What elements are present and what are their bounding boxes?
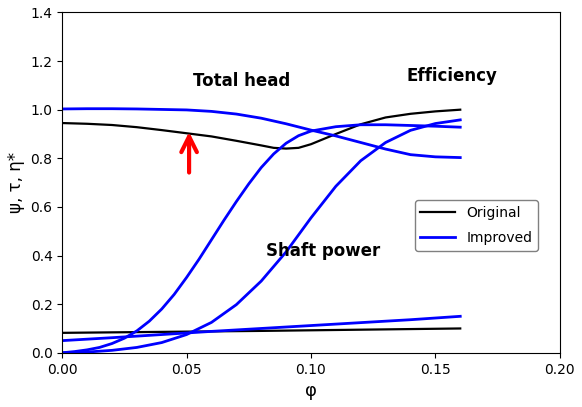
Y-axis label: ψ, τ, η*: ψ, τ, η* — [7, 152, 25, 213]
Text: Total head: Total head — [193, 72, 290, 90]
Text: Shaft power: Shaft power — [267, 243, 381, 260]
Text: Efficiency: Efficiency — [407, 68, 498, 85]
Legend: Original, Improved: Original, Improved — [415, 200, 538, 251]
X-axis label: φ: φ — [305, 382, 317, 400]
